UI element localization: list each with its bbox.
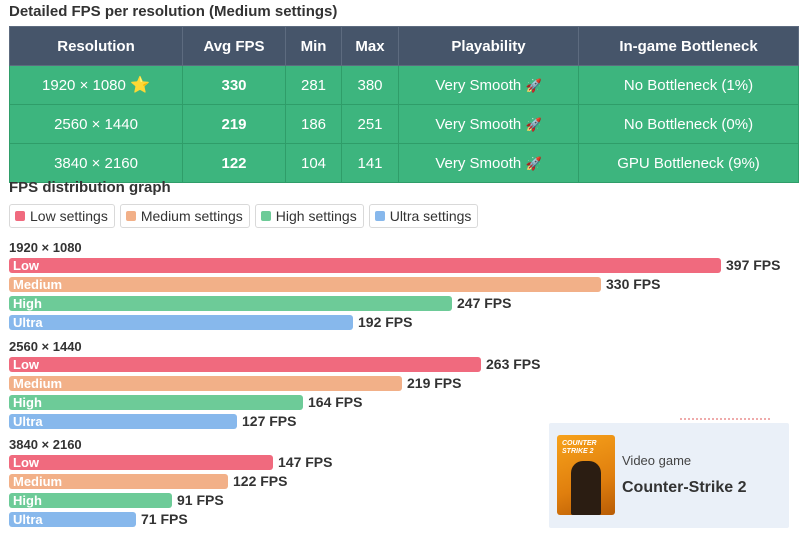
rocket-icon: 🚀	[525, 155, 542, 171]
bar-high: High	[9, 493, 172, 508]
group-label: 3840 × 2160	[9, 437, 82, 452]
divider	[680, 418, 770, 426]
bar-ultra: Ultra	[9, 512, 136, 527]
header-resolution: Resolution	[9, 26, 183, 66]
cell-avg: 122	[182, 143, 286, 183]
cell-max: 251	[341, 104, 399, 144]
cell-max: 141	[341, 143, 399, 183]
legend-swatch-low	[15, 211, 25, 221]
cell-min: 281	[285, 65, 342, 105]
table-row: 2560 × 1440 219 186 251 Very Smooth 🚀 No…	[9, 104, 799, 144]
bar-ultra: Ultra	[9, 414, 237, 429]
chart-legend: Low settings Medium settings High settin…	[9, 204, 479, 228]
legend-item-ultra[interactable]: Ultra settings	[368, 204, 479, 228]
group-label: 2560 × 1440	[9, 339, 82, 354]
legend-item-high[interactable]: High settings	[254, 204, 364, 228]
cell-bottleneck: No Bottleneck (1%)	[578, 65, 799, 105]
legend-label: Medium settings	[140, 208, 243, 224]
cell-max: 380	[341, 65, 399, 105]
cell-avg: 219	[182, 104, 286, 144]
game-card[interactable]: COUNTER STRIKE 2 Video game Counter-Stri…	[549, 423, 789, 528]
legend-item-low[interactable]: Low settings	[9, 204, 115, 228]
bar-value-label: 122 FPS	[233, 473, 288, 489]
cell-resolution: 3840 × 2160	[9, 143, 183, 183]
game-cover-figure	[571, 461, 601, 515]
legend-label: Ultra settings	[389, 208, 472, 224]
cell-resolution: 1920 × 1080 ⭐	[9, 65, 183, 105]
bar-value-label: 397 FPS	[726, 257, 781, 273]
legend-swatch-high	[260, 211, 271, 221]
table-header-row: Resolution Avg FPS Min Max Playability I…	[9, 26, 799, 66]
bar-high: High	[9, 395, 303, 410]
header-min: Min	[285, 26, 342, 66]
graph-title: FPS distribution graph	[9, 179, 171, 196]
bar-low: Low	[9, 258, 721, 273]
bar-value-label: 91 FPS	[177, 492, 224, 508]
group-label: 1920 × 1080	[9, 240, 82, 255]
header-max: Max	[341, 26, 399, 66]
bar-high: High	[9, 296, 452, 311]
header-avg-fps: Avg FPS	[182, 26, 286, 66]
cell-bottleneck: GPU Bottleneck (9%)	[578, 143, 799, 183]
bar-value-label: 71 FPS	[141, 511, 188, 527]
header-playability: Playability	[398, 26, 579, 66]
bar-medium: Medium	[9, 376, 402, 391]
bar-low: Low	[9, 455, 273, 470]
bar-ultra: Ultra	[9, 315, 353, 330]
cell-resolution: 2560 × 1440	[9, 104, 183, 144]
cell-bottleneck: No Bottleneck (0%)	[578, 104, 799, 144]
table-row: 1920 × 1080 ⭐ 330 281 380 Very Smooth 🚀 …	[9, 65, 799, 105]
cell-min: 186	[285, 104, 342, 144]
rocket-icon: 🚀	[525, 116, 542, 132]
legend-swatch-medium	[125, 211, 136, 221]
game-card-title[interactable]: Counter-Strike 2	[622, 479, 747, 496]
bar-value-label: 147 FPS	[278, 454, 333, 470]
game-cover-image[interactable]: COUNTER STRIKE 2	[557, 435, 615, 515]
bar-value-label: 219 FPS	[407, 375, 462, 391]
cell-min: 104	[285, 143, 342, 183]
bar-value-label: 247 FPS	[457, 295, 512, 311]
bar-value-label: 127 FPS	[242, 413, 297, 429]
header-bottleneck: In-game Bottleneck	[578, 26, 799, 66]
table-row: 3840 × 2160 122 104 141 Very Smooth 🚀 GP…	[9, 143, 799, 183]
bar-medium: Medium	[9, 474, 228, 489]
fps-table: Resolution Avg FPS Min Max Playability I…	[9, 26, 799, 183]
bar-value-label: 164 FPS	[308, 394, 363, 410]
cell-playability: Very Smooth 🚀	[398, 143, 579, 183]
cell-playability: Very Smooth 🚀	[398, 65, 579, 105]
legend-swatch-ultra	[374, 211, 385, 221]
table-title: Detailed FPS per resolution (Medium sett…	[9, 3, 338, 20]
cell-playability: Very Smooth 🚀	[398, 104, 579, 144]
bar-value-label: 263 FPS	[486, 356, 541, 372]
bar-medium: Medium	[9, 277, 601, 292]
star-icon: ⭐	[130, 77, 150, 94]
bar-value-label: 192 FPS	[358, 314, 413, 330]
cell-avg: 330	[182, 65, 286, 105]
bar-low: Low	[9, 357, 481, 372]
rocket-icon: 🚀	[525, 77, 542, 93]
bar-value-label: 330 FPS	[606, 276, 661, 292]
game-card-subtitle: Video game	[622, 453, 692, 468]
legend-item-medium[interactable]: Medium settings	[119, 204, 250, 228]
legend-label: High settings	[275, 208, 357, 224]
game-cover-logo: COUNTER STRIKE 2	[562, 440, 597, 455]
legend-label: Low settings	[30, 208, 108, 224]
